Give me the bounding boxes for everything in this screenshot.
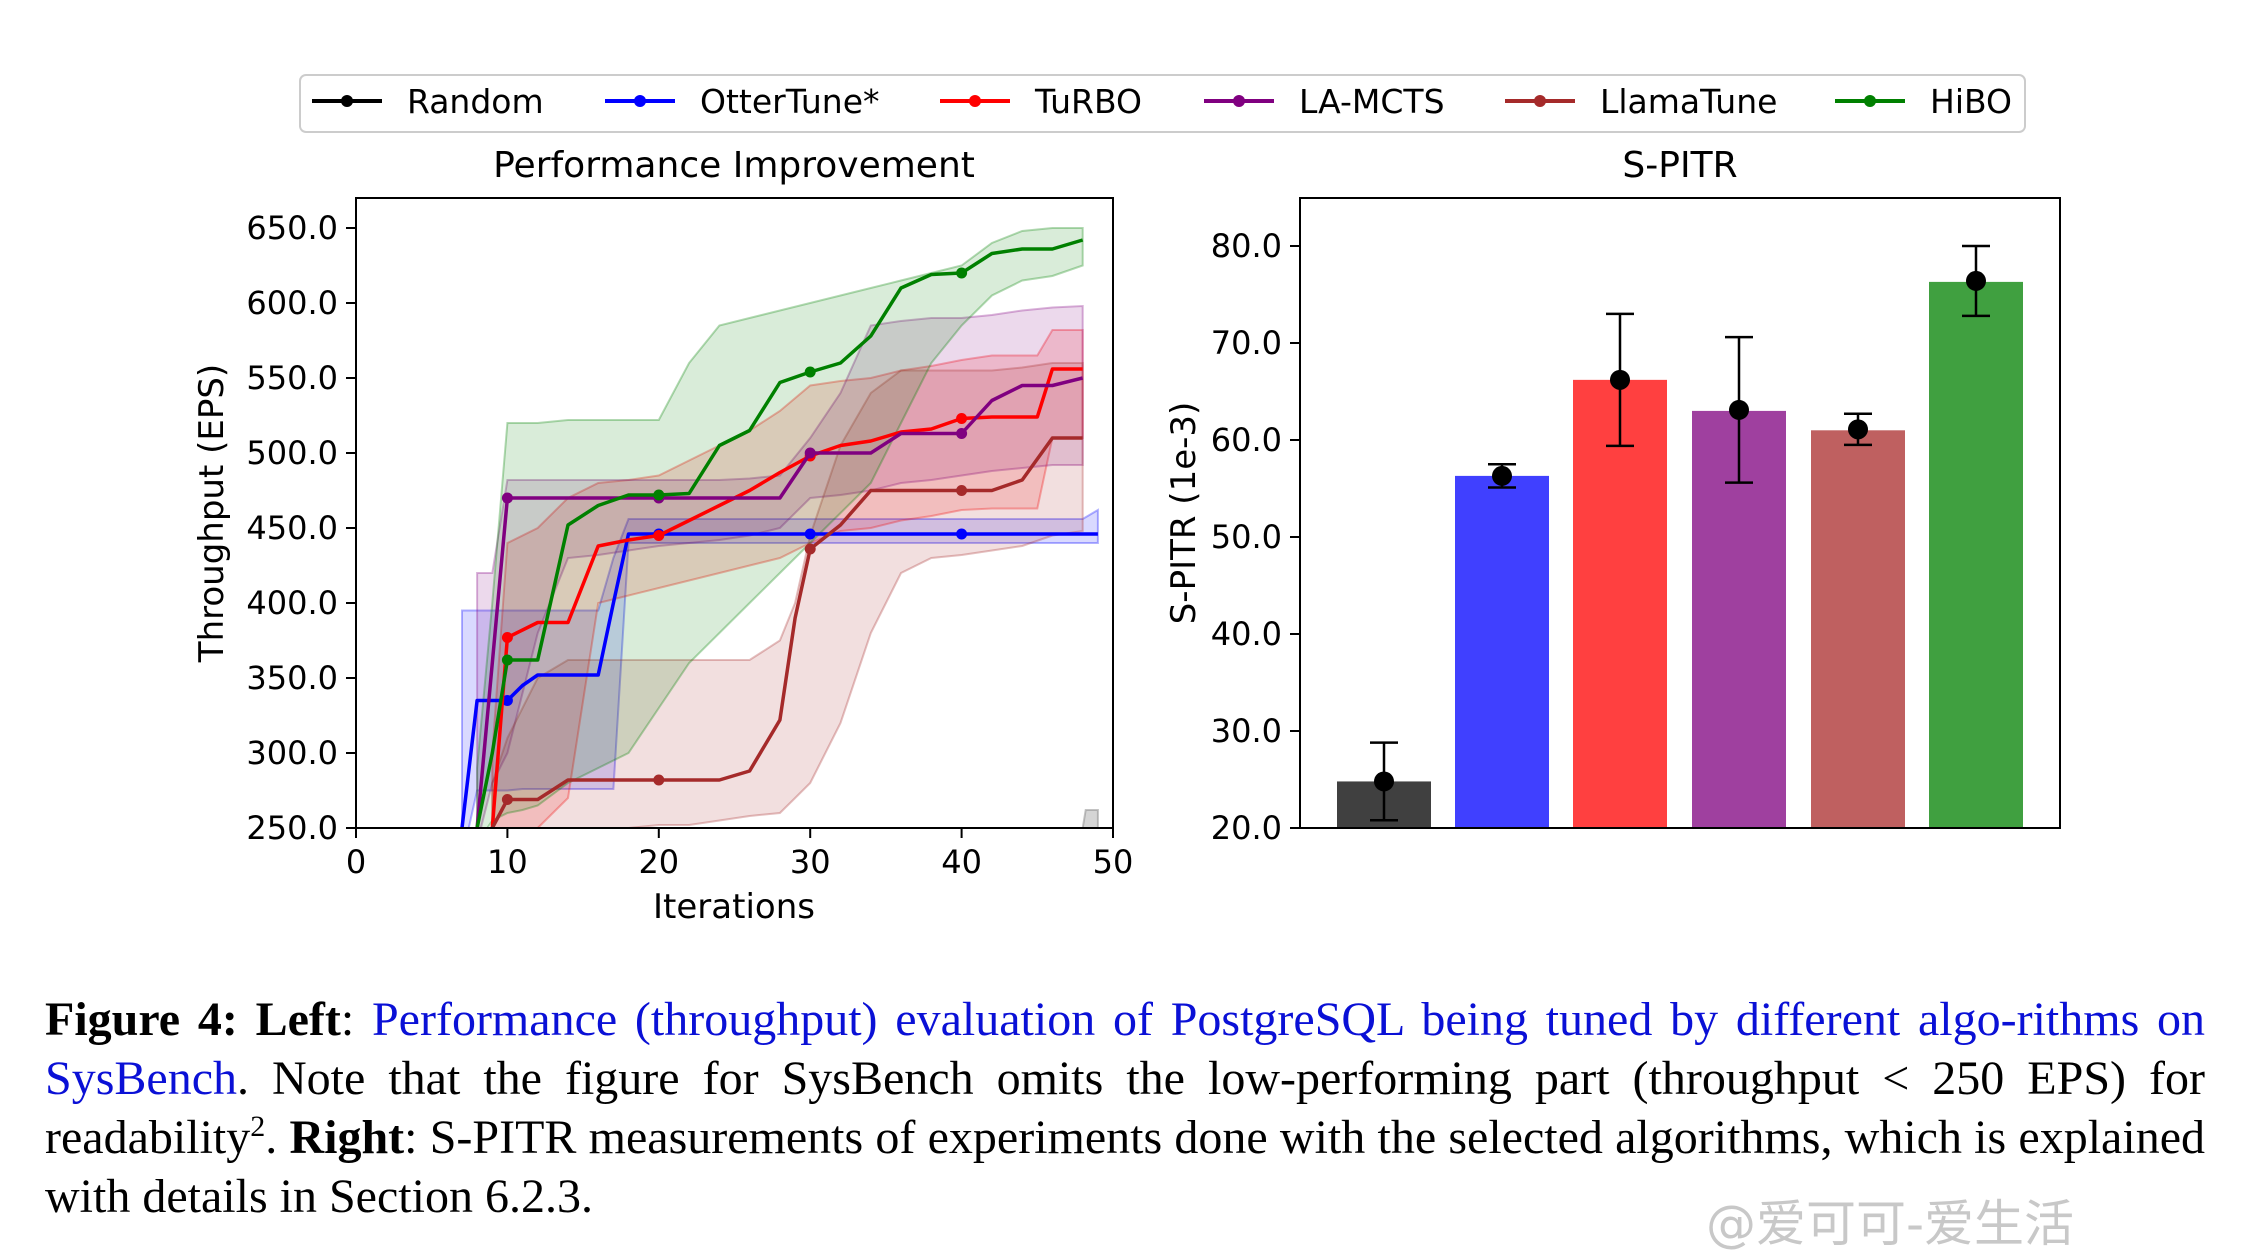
mean-point-random — [1374, 771, 1394, 792]
x-tick-label: 50 — [1093, 843, 1134, 881]
bar-hibo — [1929, 281, 2023, 828]
line-chart-title: Performance Improvement — [493, 145, 975, 186]
y-tick-label: 50.0 — [1211, 518, 1282, 556]
legend-frame — [299, 74, 2026, 133]
legend-marker-random — [341, 95, 353, 107]
y-tick-label: 40.0 — [1211, 615, 1282, 653]
legend-label-ottertune: OtterTune* — [700, 82, 880, 121]
legend-label-llamatune: LlamaTune — [1600, 82, 1777, 121]
y-tick-label: 250.0 — [246, 809, 338, 847]
mean-point-la-mcts — [1729, 399, 1749, 420]
legend-label-hibo: HiBO — [1930, 82, 2012, 121]
bar-llamatune — [1811, 430, 1905, 828]
y-tick-label: 400.0 — [246, 584, 338, 622]
bar-turbo — [1573, 379, 1667, 828]
line-chart-ylabel: Throughput (EPS) — [192, 364, 232, 663]
y-tick-label: 70.0 — [1211, 324, 1282, 362]
legend-marker-turbo — [969, 95, 981, 107]
line-chart-xlabel: Iterations — [653, 887, 815, 927]
x-tick-label: 20 — [638, 843, 679, 881]
y-tick-label: 500.0 — [246, 434, 338, 472]
line-chart-axes — [355, 197, 1114, 829]
legend-label-la-mcts: LA-MCTS — [1299, 82, 1445, 121]
series-point-turbo — [956, 413, 968, 424]
series-line-ottertune — [460, 532, 1098, 828]
caption-left-label: Left — [255, 993, 341, 1046]
caption-figure-label: Figure 4: — [45, 993, 238, 1046]
series-point-la-mcts — [956, 428, 968, 439]
band-llamatune — [491, 362, 1084, 828]
band-hibo — [476, 227, 1084, 828]
y-tick-label: 450.0 — [246, 509, 338, 547]
bar-chart: S-PITR 20.0 30.0 40.0 50.0 60.0 70.0 80.0 S-PI… — [1164, 145, 2061, 847]
series-point-hibo — [501, 654, 513, 666]
series-line-la-mcts — [475, 376, 1084, 828]
series-point-ottertune — [956, 528, 968, 540]
series-point-ottertune — [501, 695, 513, 706]
series-point-ottertune — [804, 528, 816, 540]
legend: Random OtterTune* TuRBO LA-MCTS LlamaTune HiB… — [299, 74, 2026, 133]
bar-chart-axes — [1299, 197, 2061, 829]
x-tick-label: 10 — [487, 843, 528, 881]
series-point-la-mcts — [804, 447, 816, 459]
bar-ottertune — [1455, 475, 1549, 828]
legend-label-turbo: TuRBO — [1034, 82, 1142, 121]
mean-point-turbo — [1610, 369, 1630, 390]
mean-point-llamatune — [1848, 419, 1868, 440]
series-line-llamatune — [490, 436, 1083, 828]
caption-text-2: . — [265, 1111, 290, 1164]
caption-link-text[interactable]: Performance (throughput) evaluation of P… — [45, 993, 2206, 1105]
band-la-mcts — [476, 304, 1084, 828]
series-line-hibo — [475, 238, 1084, 828]
y-tick-label: 350.0 — [246, 659, 338, 697]
caption-text-3: : S-PITR measurements of experiments don… — [45, 1111, 2205, 1223]
y-tick-label: 20.0 — [1211, 809, 1282, 847]
series-point-llamatune — [501, 794, 513, 805]
y-tick-label: 300.0 — [246, 734, 338, 772]
watermark: @爱可可-爱生活 — [1706, 1195, 2075, 1253]
series-line-turbo — [490, 367, 1083, 828]
caption-text-1: . Note that the figure for SysBench omit… — [45, 1052, 2205, 1164]
caption-sep: : — [340, 993, 372, 1046]
y-tick-label: 30.0 — [1211, 712, 1282, 750]
legend-marker-la-mcts — [1233, 95, 1245, 107]
legend-marker-hibo — [1864, 95, 1876, 107]
series-point-llamatune — [653, 774, 665, 786]
y-tick-label: 60.0 — [1211, 421, 1282, 459]
series-point-hibo — [804, 366, 816, 378]
y-tick-label: 550.0 — [246, 359, 338, 397]
series-point-la-mcts — [501, 492, 513, 504]
series-point-turbo — [653, 530, 665, 541]
x-tick-label: 40 — [941, 843, 982, 881]
figure-caption: Figure 4: Left: Performance (throughput)… — [45, 990, 2205, 1226]
legend-marker-llamatune — [1534, 95, 1546, 107]
series-point-turbo — [501, 632, 513, 643]
series-point-hibo — [956, 267, 968, 279]
caption-footnote[interactable]: 2 — [250, 1110, 266, 1143]
figure: Random OtterTune* TuRBO LA-MCTS LlamaTune HiB… — [192, 74, 2061, 927]
series-point-llamatune — [956, 485, 968, 496]
x-tick-label: 30 — [790, 843, 831, 881]
legend-label-random: Random — [407, 82, 544, 121]
bar-chart-title: S-PITR — [1622, 145, 1737, 186]
band-tail-random — [1081, 809, 1099, 828]
y-tick-label: 600.0 — [246, 284, 338, 322]
mean-point-ottertune — [1492, 465, 1512, 486]
y-tick-label: 650.0 — [246, 209, 338, 247]
band-ottertune — [461, 508, 1099, 828]
series-point-llamatune — [804, 543, 816, 555]
line-chart: Performance Improvement 0 10 20 30 40 50 250.0… — [192, 145, 1134, 927]
mean-point-hibo — [1966, 270, 1986, 291]
series-point-hibo — [653, 489, 665, 501]
legend-marker-ottertune — [634, 95, 646, 107]
y-tick-label: 80.0 — [1211, 227, 1282, 265]
x-tick-label: 0 — [346, 843, 366, 881]
caption-right-label: Right — [289, 1111, 405, 1164]
bar-chart-ylabel: S-PITR (1e-3) — [1164, 402, 1204, 625]
